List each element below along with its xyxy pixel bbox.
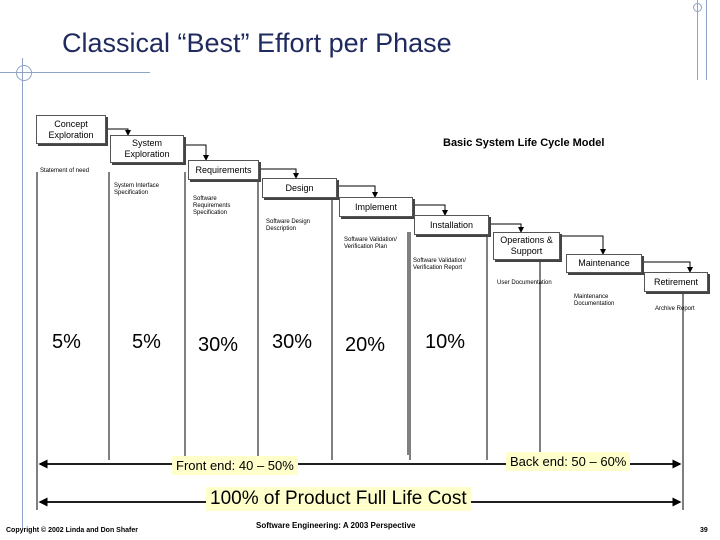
phase-label: Design: [285, 182, 314, 193]
effort-percent: 20%: [345, 334, 386, 356]
slide-title: Classical “Best” Effort per Phase: [62, 28, 452, 58]
deliverable-label: Maintenance Documentation: [574, 294, 615, 307]
decorative-line: [0, 72, 150, 73]
phase-label: Retirement: [653, 276, 698, 287]
decorative-circle: [693, 3, 702, 12]
phase-box: Operations & Support: [493, 232, 560, 260]
phase-label: Requirements: [195, 164, 252, 175]
deliverable-label: Software Validation/ Verification Plan: [344, 237, 397, 250]
phase-box: Implement: [339, 197, 413, 217]
effort-percent: 30%: [198, 334, 239, 356]
effort-percent: 30%: [272, 331, 313, 353]
deliverable-label: Statement of need: [40, 168, 90, 174]
flow-arrow: [640, 261, 693, 273]
phase-label: Implement: [354, 201, 398, 212]
deliverable-label: Software Requirements Specification: [193, 196, 231, 216]
phase-label: Maintenance: [578, 258, 630, 268]
back-end-label: Back end: 50 – 60%: [506, 452, 631, 471]
flow-arrow: [104, 128, 131, 136]
flow-arrow: [335, 185, 378, 198]
decorative-line: [697, 0, 698, 80]
phase-box: Design: [262, 178, 337, 198]
page-number: 39: [700, 527, 708, 534]
phase-label: Operations & Support: [500, 235, 553, 256]
phase-label: Concept Exploration: [48, 118, 94, 140]
decorative-line: [22, 58, 23, 528]
total-cost-label: 100% of Product Full Life Cost: [206, 487, 471, 511]
decorative-circle: [16, 65, 32, 81]
deliverable-label: Software Design Description: [266, 219, 311, 232]
flow-arrow: [257, 168, 299, 179]
deliverable-label: Software Validation/ Verification Report: [413, 258, 466, 271]
book-title: Software Engineering: A 2003 Perspective: [256, 521, 416, 530]
phase-box: System Exploration: [110, 135, 184, 163]
phase-box: Installation: [414, 215, 489, 235]
copyright-text: Copyright © 2002 Linda and Don Shafer: [6, 527, 138, 534]
decorative-line: [706, 0, 707, 80]
deliverable-label: User Documentation: [497, 280, 552, 286]
flow-arrow: [411, 204, 448, 216]
effort-percent: 5%: [132, 331, 161, 353]
flow-arrow: [487, 223, 524, 233]
phase-label: Installation: [429, 219, 474, 230]
phase-label: System Exploration: [124, 138, 170, 159]
phase-box: Concept Exploration: [36, 115, 106, 144]
phase-box: Maintenance: [566, 254, 642, 273]
front-end-label: Front end: 40 – 50%: [172, 456, 298, 475]
phase-box: Requirements: [188, 160, 259, 180]
deliverable-label: Archive Report: [655, 306, 695, 312]
phase-box: Retirement: [644, 272, 708, 292]
flow-arrow: [182, 144, 209, 161]
effort-percent: 10%: [425, 331, 466, 353]
effort-percent: 5%: [52, 331, 81, 353]
deliverable-label: System Interface Specification: [114, 183, 160, 196]
model-title: Basic System Life Cycle Model: [443, 137, 605, 149]
flow-arrow: [558, 235, 606, 255]
